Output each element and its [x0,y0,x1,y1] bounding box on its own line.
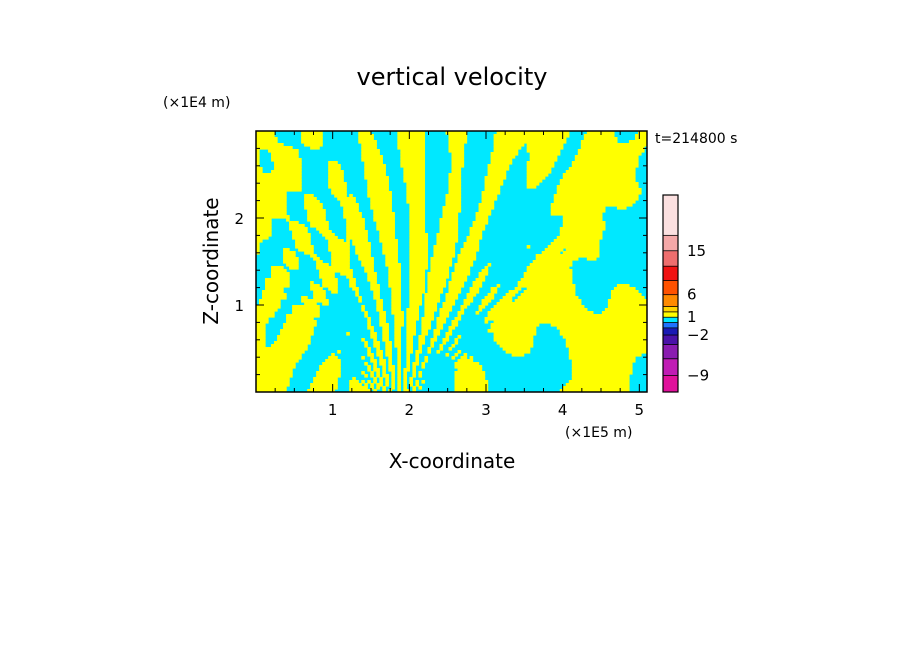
y-tick-label: 2 [234,210,244,228]
field-positive-cell [310,146,320,150]
colorbar-tick-label: −2 [687,326,709,344]
time-label: t=214800 s [655,131,737,147]
y-axis-title: Z-coordinate [199,197,223,324]
x-axis-title: X-coordinate [389,449,516,473]
x-tick-label: 1 [328,401,338,419]
field-positive-cell [452,356,456,360]
colorbar-band [663,323,678,329]
y-tick-label: 1 [234,297,244,315]
x-tick-label: 3 [481,401,491,419]
x-tick-label: 5 [635,401,645,419]
colorbar-band [663,195,678,236]
field-positive-cell [527,185,537,189]
x-tick-label: 4 [558,401,568,419]
colorbar-band [663,317,678,323]
colorbar-band [663,375,678,392]
field-positive-cell [421,365,425,369]
field-positive-cell [587,257,597,261]
field-positive-cell [364,374,368,378]
colorbar-band [663,307,678,313]
colorbar-band [663,266,678,281]
colorbar-tick-label: −9 [687,366,709,384]
field-positive-cell [331,290,338,294]
colorbar-band [663,295,678,307]
colorbar-tick-label: 1 [687,308,697,326]
colorbar-band [663,328,678,335]
y-unit-label: (×1E4 m) [163,95,230,111]
colorbar-band [663,312,678,318]
field-positive-cell [527,245,531,249]
colorbar-band [663,280,678,295]
x-unit-label: (×1E5 m) [565,425,632,441]
field-positive-cell [361,356,365,360]
field-positive-cell [512,353,525,357]
chart-title: vertical velocity [357,63,548,91]
field-positive-cell [358,299,362,303]
field-positive-cell [289,266,299,270]
colorbar-tick-label: 15 [687,242,706,260]
colorbar-band [663,235,678,251]
field-positive-cell [617,206,627,210]
field-positive-cell [445,353,449,357]
colorbar-tick-label: 6 [687,286,697,304]
field-positive-cell [427,350,431,354]
field-positive-cell [448,347,452,351]
x-tick-label: 2 [405,401,415,419]
field-positive-cell [421,380,425,384]
colorbar-band [663,345,678,360]
field-positive-cell [418,386,422,390]
field-positive-cell [476,311,480,315]
field-positive-cell [346,332,350,336]
field-positive-cell [337,350,341,354]
colorbar-band [663,359,678,376]
field-positive-cell [436,350,440,354]
field-positive-cell [322,302,329,306]
field-positive-cell [418,374,422,378]
colorbar-band [663,335,678,345]
velocity-field [256,131,648,393]
field-positive-cell [485,320,489,324]
colorbar-band [663,251,678,267]
colorbar: 15 6 1−2 −9 [663,195,709,392]
